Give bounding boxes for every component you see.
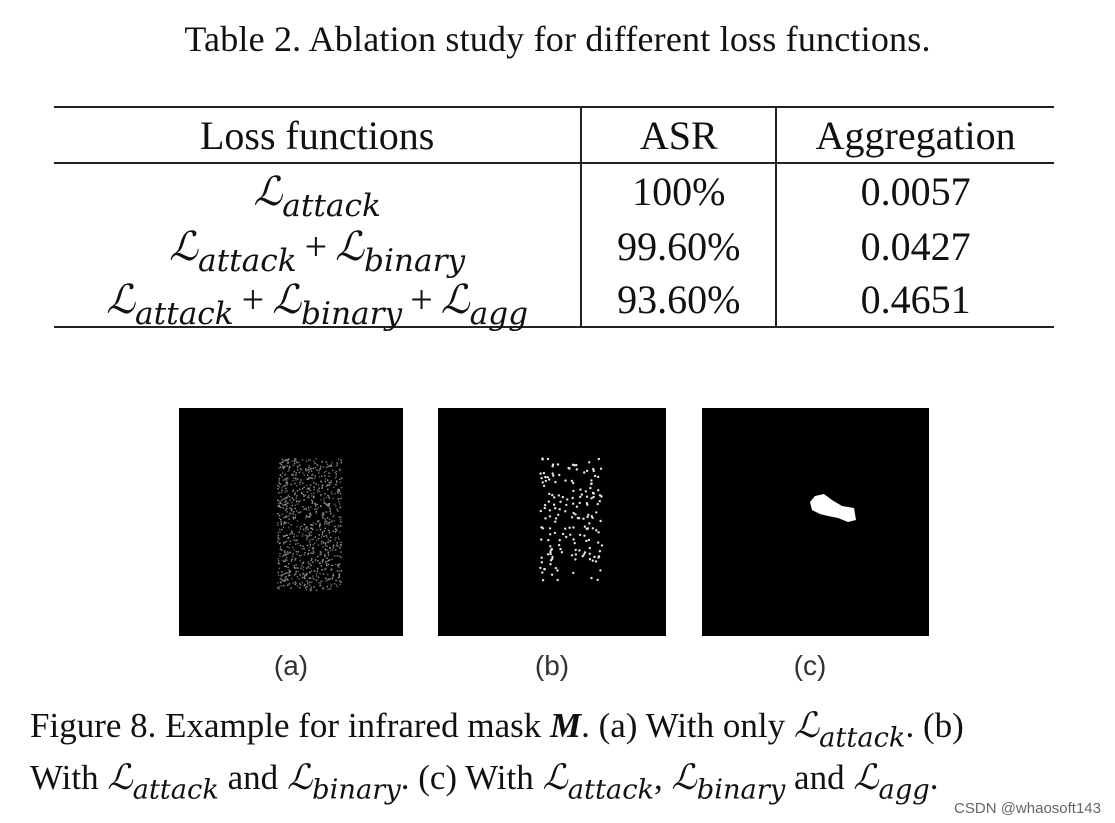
mask-pattern-b: [539, 457, 604, 582]
aggregation-cell: 0.4651: [775, 273, 1054, 327]
aggregation-cell: 0.0057: [775, 163, 1054, 219]
loss-term: ℒattack: [253, 169, 381, 224]
mask-image-c: [702, 408, 929, 636]
loss-cell: ℒattack + ℒbinary: [169, 223, 466, 279]
header-asr: ASR: [580, 107, 777, 163]
loss-term: ℒattack: [106, 277, 234, 332]
panel-label-b: (b): [534, 650, 570, 681]
asr-cell: 100%: [580, 163, 777, 219]
panel-label-c: (c): [793, 650, 827, 681]
mask-pattern-c: [810, 494, 856, 522]
mask-image-b: [438, 408, 666, 636]
loss-term: ℒagg: [440, 277, 529, 332]
loss-term: ℒbinary: [335, 223, 466, 279]
header-loss-functions: Loss functions: [199, 112, 435, 158]
table-row: ℒattack + ℒbinary + ℒagg 93.60% 0.4651: [54, 273, 1054, 332]
ablation-table: Loss functions ASR Aggregation ℒattack 1…: [54, 106, 1054, 332]
mask-image-a: [179, 408, 403, 636]
asr-cell: 99.60%: [580, 219, 777, 273]
watermark: CSDN @whaosoft143: [954, 800, 1101, 817]
loss-term: ℒbinary: [272, 277, 403, 332]
table-row: ℒattack + ℒbinary 99.60% 0.0427: [54, 219, 1054, 279]
aggregation-cell: 0.0427: [775, 219, 1054, 273]
header-aggregation: Aggregation: [775, 107, 1054, 163]
asr-cell: 93.60%: [580, 273, 777, 327]
mask-pattern-a: [277, 458, 343, 592]
loss-cell: ℒattack: [54, 163, 581, 224]
table-caption: Table 2. Ablation study for different lo…: [184, 19, 931, 59]
loss-term: ℒattack: [169, 223, 297, 279]
table-header-row: Loss functions ASR Aggregation: [54, 107, 1054, 163]
panel-label-a: (a): [273, 650, 309, 681]
table-row: ℒattack 100% 0.0057: [54, 163, 1054, 224]
figure-caption: Figure 8. Example for infrared mask M. (…: [30, 706, 964, 806]
loss-cell: ℒattack + ℒbinary + ℒagg: [106, 277, 529, 332]
